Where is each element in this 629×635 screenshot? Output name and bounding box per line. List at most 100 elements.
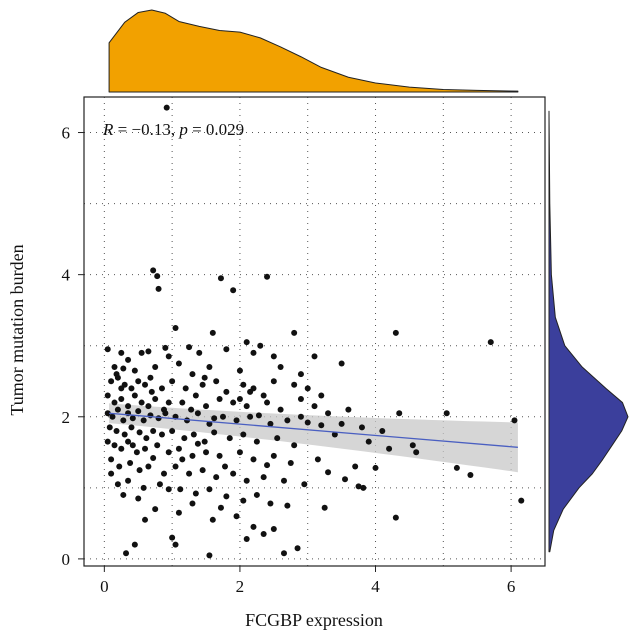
p-symbol: p [178, 120, 188, 139]
regression-line [109, 412, 518, 448]
data-point [113, 371, 120, 378]
data-point [160, 406, 167, 413]
y-tick-label: 2 [62, 408, 71, 427]
data-point [213, 474, 220, 481]
data-point [199, 467, 206, 474]
data-point [243, 535, 250, 542]
data-point [142, 381, 149, 388]
data-point [143, 435, 150, 442]
data-point [392, 514, 399, 521]
data-point [379, 427, 386, 434]
data-point [250, 456, 257, 463]
data-point [487, 339, 494, 346]
y-axis: 0 2 4 6 [62, 124, 84, 569]
data-point [120, 365, 127, 372]
data-point [211, 415, 218, 422]
data-point [111, 442, 118, 449]
data-point [152, 396, 159, 403]
data-point [325, 469, 332, 476]
data-point [345, 406, 352, 413]
data-point [518, 497, 525, 504]
data-point [236, 396, 243, 403]
data-point [120, 491, 127, 498]
data-point [135, 408, 142, 415]
data-point [194, 410, 201, 417]
y-tick-label: 4 [62, 266, 71, 285]
data-point [358, 424, 365, 431]
data-point [192, 490, 199, 497]
data-point [365, 438, 372, 445]
data-point [267, 420, 274, 427]
data-point [243, 403, 250, 410]
data-point [206, 364, 213, 371]
data-point [188, 406, 195, 413]
data-point [186, 344, 193, 351]
data-point [148, 388, 155, 395]
data-point [145, 348, 152, 355]
data-point [297, 413, 304, 420]
data-point [158, 431, 165, 438]
data-point [118, 445, 125, 452]
data-point [338, 420, 345, 427]
data-point [114, 481, 121, 488]
panel-background [84, 97, 545, 566]
data-point [233, 513, 240, 520]
data-point [142, 445, 149, 452]
plot-panel: R = −0.13, p = 0.029 [83, 96, 546, 567]
data-point [175, 445, 182, 452]
data-point [131, 541, 138, 548]
data-point [104, 346, 111, 353]
top-density-area [108, 9, 519, 93]
data-point [104, 438, 111, 445]
data-point [240, 381, 247, 388]
data-point [360, 484, 367, 491]
data-point [155, 415, 162, 422]
data-point [121, 431, 128, 438]
data-point [342, 476, 349, 483]
data-point [169, 378, 176, 385]
x-tick-label: 6 [507, 577, 516, 596]
data-point [109, 413, 116, 420]
data-point [280, 550, 287, 557]
data-point [222, 463, 229, 470]
data-point [108, 470, 115, 477]
data-point [127, 459, 134, 466]
data-point [116, 463, 123, 470]
panel-border [83, 96, 546, 567]
data-point [181, 435, 188, 442]
data-point [118, 349, 125, 356]
data-point [114, 406, 121, 413]
data-point [150, 427, 157, 434]
data-point [189, 452, 196, 459]
data-point [291, 381, 298, 388]
data-point [243, 339, 250, 346]
data-point [129, 415, 136, 422]
data-point [172, 463, 179, 470]
data-point [182, 385, 189, 392]
data-point [301, 481, 308, 488]
data-point [325, 410, 332, 417]
data-point [152, 364, 159, 371]
data-point [142, 516, 149, 523]
data-point [169, 534, 176, 541]
data-point [304, 419, 311, 426]
x-axis: 0 2 4 6 [100, 566, 515, 596]
data-point [131, 367, 138, 374]
data-point [216, 452, 223, 459]
data-point [140, 484, 147, 491]
data-point [201, 374, 208, 381]
data-point [355, 483, 362, 490]
data-point [240, 497, 247, 504]
data-point [386, 445, 393, 452]
data-point [291, 329, 298, 336]
p-value: = 0.029 [188, 120, 244, 139]
data-point [274, 435, 281, 442]
data-point [179, 456, 186, 463]
data-point [230, 399, 237, 406]
x-tick-label: 0 [100, 577, 109, 596]
data-point [230, 287, 237, 294]
data-point [175, 509, 182, 516]
data-point [253, 438, 260, 445]
data-point [264, 399, 271, 406]
